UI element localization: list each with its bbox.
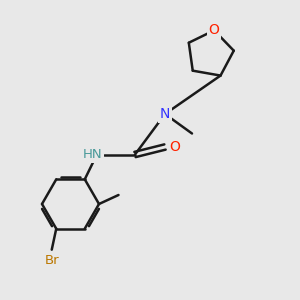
Text: Br: Br [44, 254, 59, 267]
Text: N: N [160, 107, 170, 121]
Text: O: O [169, 140, 180, 154]
Text: HN: HN [82, 148, 102, 161]
Text: O: O [209, 23, 220, 38]
